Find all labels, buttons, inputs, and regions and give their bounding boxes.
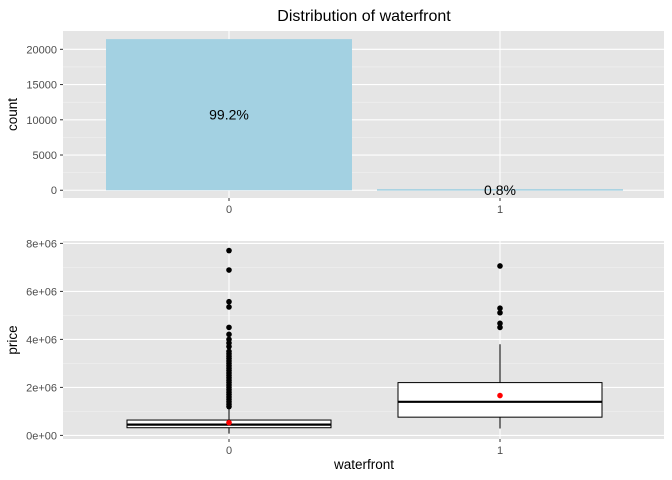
outlier-point [226,403,232,410]
bar-data-label: 0.8% [484,182,516,198]
box-marks [126,247,603,434]
bar-y-tick-label: 0 [51,185,57,197]
outlier-point [226,324,232,331]
box-y-tick-label: 4e+06 [26,334,57,346]
box-y-axis-title: price [5,325,20,354]
box-group-0 [126,247,332,434]
box-iqr [397,382,603,418]
chart-title: Distribution of waterfront [277,8,451,25]
mean-point [226,419,232,426]
outlier-point [497,324,503,331]
bar-y-tick-label: 20000 [26,44,57,56]
box-y-tick-label: 0e+00 [26,430,57,442]
bar-x-tick-label: 1 [497,204,503,216]
bar-y-axis: 0 5000 10000 15000 20000 [26,44,63,197]
outlier-point [226,298,232,305]
box-y-axis: 0e+00 2e+06 4e+06 6e+06 8e+06 [26,238,63,442]
mean-point [497,392,503,399]
bar-1 [377,189,623,191]
box-y-tick-label: 2e+06 [26,382,57,394]
box-x-tick-label: 1 [497,445,503,457]
bar-x-tick-label: 0 [226,204,232,216]
outlier-point [497,263,503,269]
outlier-point [226,304,232,310]
outlier-point [226,331,232,338]
outlier-point [226,267,232,273]
bar-data-label: 99.2% [209,107,249,123]
bar-marks: 99.2% 0.8% [106,39,623,198]
box-x-axis-title: waterfront [333,457,394,472]
box-x-tick-label: 0 [226,445,232,457]
box-group-1 [397,263,603,429]
box-y-tick-label: 6e+06 [26,286,57,298]
outlier-point [497,320,503,327]
bar-y-tick-label: 5000 [33,150,57,162]
box-y-tick-label: 8e+06 [26,238,57,250]
outlier-point [226,343,232,350]
outlier-point [497,309,503,316]
bar-y-axis-title: count [5,98,20,131]
bar-y-tick-label: 10000 [26,115,57,127]
bar-y-tick-label: 15000 [26,80,57,92]
bar-0 [106,39,352,191]
outlier-point [226,247,232,254]
outlier-point [497,305,503,312]
